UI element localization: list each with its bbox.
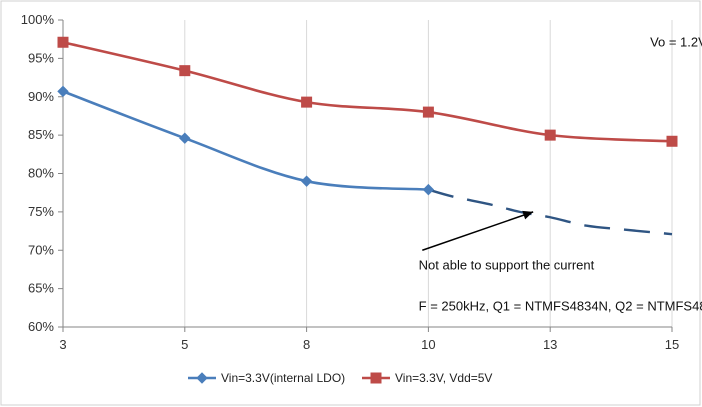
series-line-0 [62,90,429,191]
annotation-arrow-line [422,211,534,251]
data-point [179,132,191,144]
legend-item-1: Vin=3.3V, Vdd=5V [362,371,492,385]
data-point [57,85,69,98]
data-point [422,183,435,196]
y-tick-label: 90% [28,89,54,104]
axes: 60% 65% 70% 75% 80% 85% 90% 95% 100% 3 5 8 10 13 15 [21,12,679,352]
x-tick-label: 5 [181,337,188,352]
y-tick-label: 100% [21,12,55,27]
y-tick-label: 85% [28,127,54,142]
data-point [301,96,313,108]
annotation-arrow-head [522,210,534,220]
data-point [300,175,313,187]
vertical-gridlines [184,20,673,327]
y-tick-label: 80% [28,166,54,181]
y-tick-label: 95% [28,50,54,65]
annotation-text: F = 250kHz, Q1 = NTMFS4834N, Q2 = NTMFS4… [419,298,702,313]
annotation-text: Not able to support the current [419,258,595,273]
legend-label: Vin=3.3V, Vdd=5V [395,371,492,385]
legend-label: Vin=3.3V(internal LDO) [221,371,345,385]
data-point [57,36,69,48]
legend-item-0: Vin=3.3V(internal LDO) [188,371,345,385]
annotations: Vo = 1.2V Not able to support the current… [419,34,702,313]
data-point [179,65,191,77]
series-0 [57,85,673,236]
legend: Vin=3.3V(internal LDO) Vin=3.3V, Vdd=5V [188,371,492,385]
x-tick-label: 15 [665,337,679,352]
x-tick-label: 8 [303,337,310,352]
series-line-1 [62,40,673,143]
series-1 [57,36,678,147]
legend-swatch-marker [370,372,382,384]
y-tick-label: 70% [28,242,54,257]
x-tick-label: 10 [421,337,435,352]
x-tick-label: 13 [543,337,557,352]
y-tick-label: 75% [28,204,54,219]
data-point [544,129,556,141]
y-tick-label: 60% [28,319,54,334]
series [57,36,678,236]
data-point [422,106,434,118]
y-tick-label: 65% [28,281,54,296]
data-point [666,135,678,147]
legend-swatch-marker [196,372,208,384]
x-tick-label: 3 [59,337,66,352]
annotation-text: Vo = 1.2V [650,34,702,49]
